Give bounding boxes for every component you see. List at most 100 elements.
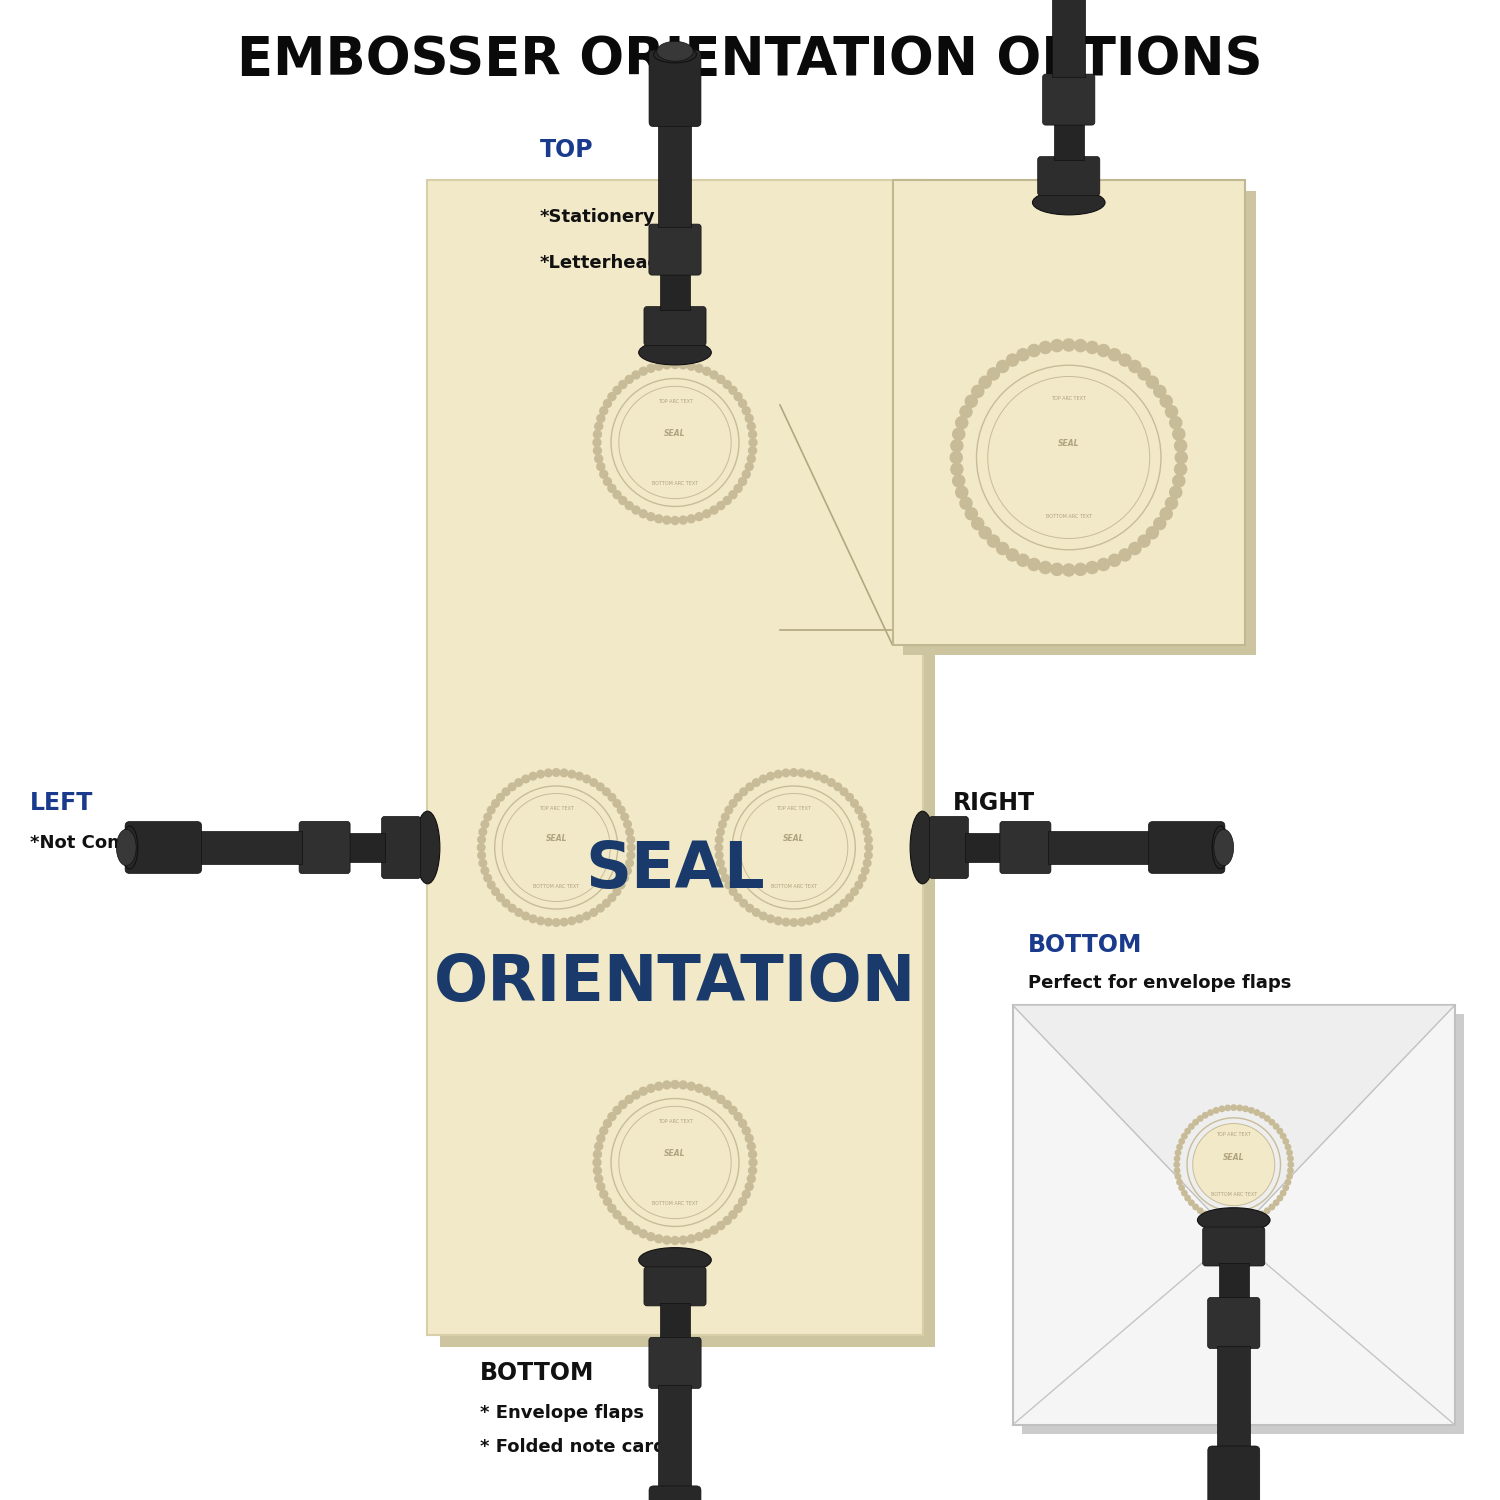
Circle shape [490, 800, 500, 808]
Circle shape [840, 788, 849, 796]
Circle shape [503, 794, 610, 901]
Circle shape [987, 376, 1149, 538]
Circle shape [1050, 562, 1064, 576]
Circle shape [646, 1083, 656, 1094]
Circle shape [694, 512, 703, 522]
Circle shape [716, 501, 726, 510]
Circle shape [1264, 1114, 1270, 1122]
Text: TOP ARC TEXT: TOP ARC TEXT [1216, 1132, 1251, 1137]
Circle shape [978, 375, 992, 388]
Circle shape [759, 774, 768, 783]
Circle shape [620, 387, 730, 498]
Circle shape [618, 496, 627, 506]
Circle shape [687, 514, 696, 523]
Circle shape [1173, 1167, 1180, 1174]
Circle shape [748, 1149, 758, 1160]
Circle shape [987, 368, 1000, 381]
Circle shape [612, 386, 621, 394]
Circle shape [752, 778, 760, 788]
Circle shape [1188, 1124, 1196, 1130]
Circle shape [624, 1095, 634, 1104]
Circle shape [1096, 344, 1110, 357]
Text: LEFT: LEFT [30, 790, 93, 814]
Circle shape [1128, 542, 1142, 555]
Circle shape [603, 1197, 612, 1206]
Circle shape [496, 794, 506, 802]
Circle shape [796, 768, 806, 777]
Circle shape [746, 903, 754, 912]
Circle shape [766, 771, 776, 780]
Circle shape [958, 496, 972, 510]
Circle shape [1179, 1138, 1185, 1144]
Circle shape [1062, 339, 1076, 352]
Circle shape [844, 794, 853, 802]
Circle shape [560, 918, 568, 927]
Circle shape [646, 512, 656, 522]
Circle shape [608, 892, 616, 902]
Circle shape [1180, 1132, 1188, 1140]
Circle shape [723, 380, 732, 388]
Text: * Envelope flaps: * Envelope flaps [480, 1404, 644, 1422]
Circle shape [612, 1106, 621, 1114]
Circle shape [592, 429, 602, 439]
Circle shape [723, 1100, 732, 1108]
Circle shape [1146, 375, 1160, 388]
Circle shape [1269, 1203, 1275, 1210]
Text: SEAL: SEAL [664, 429, 686, 438]
Circle shape [1280, 1190, 1287, 1197]
Circle shape [740, 794, 847, 901]
FancyBboxPatch shape [644, 1268, 706, 1306]
Text: BOTTOM ARC TEXT: BOTTOM ARC TEXT [652, 1200, 698, 1206]
Circle shape [694, 1232, 703, 1242]
Circle shape [1280, 1132, 1287, 1140]
Text: RIGHT: RIGHT [952, 790, 1035, 814]
Circle shape [612, 800, 621, 808]
Circle shape [639, 1228, 648, 1239]
Text: BOTTOM ARC TEXT: BOTTOM ARC TEXT [532, 884, 579, 890]
Ellipse shape [416, 812, 440, 883]
Circle shape [1154, 384, 1167, 398]
Circle shape [950, 462, 963, 476]
Bar [892, 180, 1245, 645]
Circle shape [596, 462, 606, 471]
Circle shape [480, 821, 489, 830]
Circle shape [1184, 1194, 1191, 1202]
Circle shape [590, 778, 598, 788]
Circle shape [608, 1112, 616, 1122]
Circle shape [1269, 1119, 1275, 1125]
Circle shape [748, 429, 758, 439]
Circle shape [1254, 1108, 1260, 1116]
Circle shape [1230, 1104, 1238, 1112]
Circle shape [687, 1082, 696, 1090]
Circle shape [996, 360, 1010, 374]
Circle shape [622, 821, 632, 830]
Circle shape [662, 1236, 672, 1245]
Circle shape [639, 509, 648, 519]
Text: SEAL: SEAL [585, 839, 765, 902]
Circle shape [552, 768, 561, 777]
Text: BOTTOM: BOTTOM [480, 1360, 594, 1384]
Circle shape [598, 406, 609, 416]
Circle shape [622, 865, 632, 874]
Circle shape [1236, 1104, 1244, 1112]
Circle shape [1005, 548, 1019, 561]
Text: TOP ARC TEXT: TOP ARC TEXT [657, 1119, 693, 1125]
FancyBboxPatch shape [1208, 1446, 1260, 1500]
Circle shape [1050, 339, 1064, 352]
Circle shape [618, 380, 627, 388]
Circle shape [722, 873, 730, 882]
Circle shape [716, 375, 726, 384]
Bar [1052, 0, 1084, 76]
Circle shape [626, 828, 634, 837]
Circle shape [710, 1226, 718, 1234]
Circle shape [740, 898, 748, 908]
FancyBboxPatch shape [298, 822, 350, 873]
Circle shape [1118, 354, 1131, 368]
Circle shape [1176, 1143, 1184, 1150]
Circle shape [1160, 507, 1173, 520]
Circle shape [858, 873, 867, 882]
Ellipse shape [1032, 190, 1106, 214]
Circle shape [598, 1190, 609, 1198]
Circle shape [594, 1174, 603, 1184]
Circle shape [687, 362, 696, 370]
